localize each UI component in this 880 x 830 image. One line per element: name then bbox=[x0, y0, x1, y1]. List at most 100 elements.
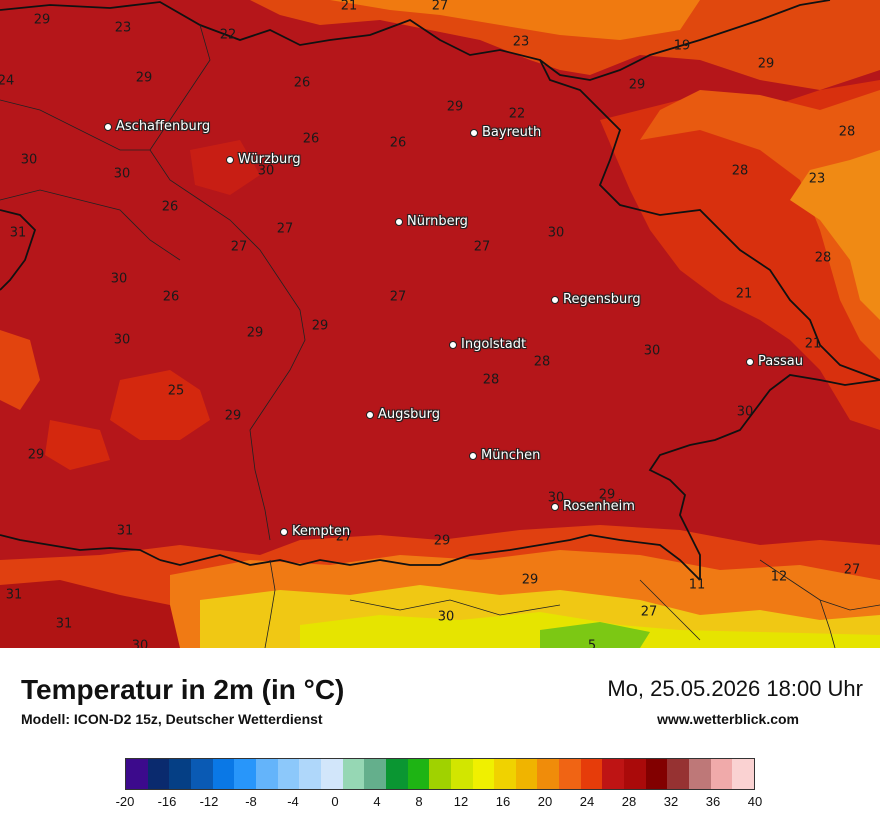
city-marker: Augsburg bbox=[366, 407, 440, 422]
temperature-value: 28 bbox=[838, 124, 856, 140]
temperature-value: 30 bbox=[113, 332, 131, 348]
city-name: Augsburg bbox=[378, 407, 441, 422]
city-name: Würzburg bbox=[238, 152, 301, 167]
temperature-value: 27 bbox=[843, 562, 861, 578]
legend-tick: 40 bbox=[747, 794, 763, 809]
temperature-value: 29 bbox=[311, 318, 329, 334]
legend-tick: -12 bbox=[199, 794, 219, 809]
map-title: Temperatur in 2m (in °C) bbox=[21, 674, 345, 705]
legend-swatch bbox=[494, 759, 516, 789]
legend-tick: 36 bbox=[705, 794, 721, 809]
temperature-value: 29 bbox=[757, 56, 775, 72]
temperature-value: 29 bbox=[27, 447, 45, 463]
legend-swatch bbox=[732, 759, 755, 789]
city-marker: München bbox=[469, 448, 540, 463]
legend-tick: 28 bbox=[621, 794, 637, 809]
legend-swatch bbox=[385, 759, 408, 789]
temperature-value: 30 bbox=[547, 490, 565, 506]
temperature-value: 23 bbox=[114, 20, 132, 36]
city-dot-icon bbox=[551, 295, 559, 304]
legend-swatch bbox=[169, 759, 191, 789]
city-dot-icon bbox=[366, 410, 374, 419]
legend-swatch bbox=[429, 759, 451, 789]
temperature-value: 22 bbox=[219, 27, 237, 43]
city-marker: Aschaffenburg bbox=[104, 119, 210, 134]
temperature-value: 26 bbox=[389, 135, 407, 151]
city-name: Rosenheim bbox=[563, 499, 635, 514]
legend-swatch bbox=[450, 759, 473, 789]
legend-swatch bbox=[580, 759, 603, 789]
city-marker: Nürnberg bbox=[395, 214, 468, 229]
footer: Temperatur in 2m (in °C) Modell: ICON-D2… bbox=[0, 648, 880, 830]
city-marker: Passau bbox=[746, 354, 803, 369]
temperature-value: 25 bbox=[167, 383, 185, 399]
city-dot-icon bbox=[551, 502, 559, 511]
legend-swatch bbox=[342, 759, 365, 789]
city-name: Regensburg bbox=[563, 292, 641, 307]
city-name: Aschaffenburg bbox=[116, 119, 211, 134]
city-dot-icon bbox=[280, 527, 288, 536]
temperature-value: 5 bbox=[587, 638, 597, 649]
temperature-value: 29 bbox=[246, 325, 264, 341]
city-name: Kempten bbox=[292, 524, 351, 539]
city-marker: Regensburg bbox=[551, 292, 641, 307]
city-name: Nürnberg bbox=[407, 214, 468, 229]
temperature-value: 27 bbox=[640, 604, 658, 620]
temperature-value: 30 bbox=[131, 638, 149, 649]
temperature-value: 19 bbox=[673, 38, 691, 54]
legend-swatch bbox=[126, 759, 148, 789]
legend-swatch bbox=[515, 759, 538, 789]
city-dot-icon bbox=[470, 128, 478, 137]
legend-swatch bbox=[689, 759, 711, 789]
legend-swatch bbox=[602, 759, 625, 789]
temperature-value: 29 bbox=[446, 99, 464, 115]
legend-swatch bbox=[624, 759, 646, 789]
legend-tick: 16 bbox=[495, 794, 511, 809]
city-name: Passau bbox=[758, 354, 803, 369]
city-name: Bayreuth bbox=[482, 125, 542, 140]
legend-swatch bbox=[559, 759, 581, 789]
city-marker: Kempten bbox=[280, 524, 350, 539]
temperature-value: 27 bbox=[230, 239, 248, 255]
legend-tick-labels: -20 -16 -12 -8 -4 0 4 8 12 16 20 24 28 32 36 40 bbox=[116, 794, 763, 814]
map-layers bbox=[0, 0, 880, 648]
temperature-value: 31 bbox=[5, 587, 23, 603]
temperature-map: 29 23 22 21 27 23 19 29 24 29 26 29 29 22 26 26 28 30 30 30… bbox=[0, 0, 880, 648]
legend-tick: -8 bbox=[245, 794, 257, 809]
temperature-value: 23 bbox=[808, 171, 826, 187]
legend-swatch bbox=[364, 759, 386, 789]
legend-swatch bbox=[277, 759, 300, 789]
temperature-value: 29 bbox=[135, 70, 153, 86]
legend-swatch bbox=[667, 759, 690, 789]
legend-swatch bbox=[537, 759, 560, 789]
legend-swatch bbox=[710, 759, 733, 789]
temperature-value: 21 bbox=[735, 286, 753, 302]
legend-swatch bbox=[190, 759, 213, 789]
legend-tick: 24 bbox=[579, 794, 595, 809]
legend-swatch bbox=[407, 759, 430, 789]
temperature-value: 28 bbox=[533, 354, 551, 370]
temperature-value: 31 bbox=[116, 523, 134, 539]
forecast-datetime: Mo, 25.05.2026 18:00 Uhr bbox=[607, 676, 863, 701]
city-name: München bbox=[481, 448, 541, 463]
legend-swatch bbox=[255, 759, 278, 789]
city-dot-icon bbox=[395, 217, 403, 226]
legend-tick: 8 bbox=[415, 794, 423, 809]
legend-swatch bbox=[472, 759, 495, 789]
city-dot-icon bbox=[746, 357, 754, 366]
temperature-value: 29 bbox=[628, 77, 646, 93]
temperature-value: 31 bbox=[9, 225, 27, 241]
temperature-value: 28 bbox=[814, 250, 832, 266]
temperature-value: 29 bbox=[224, 408, 242, 424]
legend-tick: 0 bbox=[331, 794, 339, 809]
legend-swatch bbox=[299, 759, 321, 789]
temperature-value: 28 bbox=[482, 372, 500, 388]
website-link[interactable]: www.wetterblick.com bbox=[657, 711, 799, 727]
temperature-value: 26 bbox=[302, 131, 320, 147]
legend-swatch bbox=[234, 759, 256, 789]
legend-tick: -16 bbox=[157, 794, 177, 809]
city-name: Ingolstadt bbox=[461, 337, 527, 352]
temperature-value: 30 bbox=[736, 404, 754, 420]
temperature-value: 28 bbox=[731, 163, 749, 179]
temperature-value: 30 bbox=[110, 271, 128, 287]
